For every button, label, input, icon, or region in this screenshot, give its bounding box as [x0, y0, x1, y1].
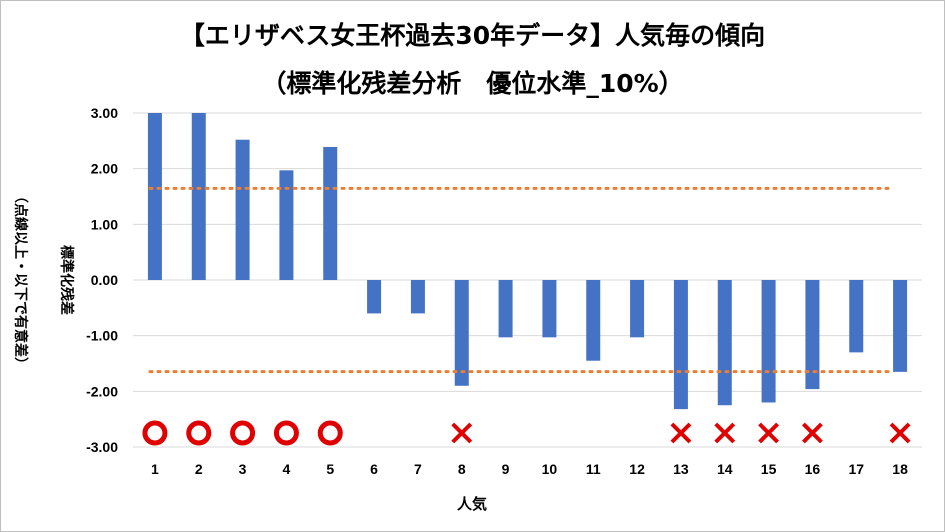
- bar: [279, 170, 294, 280]
- y-axis-note: （点線以上・以下で有意差）: [12, 189, 29, 371]
- x-tick-label: 14: [717, 461, 733, 477]
- circle-marker: [317, 420, 343, 446]
- x-tick-label: 3: [239, 461, 247, 477]
- x-tick-label: 7: [414, 461, 422, 477]
- chart-subtitle: （標準化残差分析 優位水準_10%）: [261, 69, 684, 98]
- circle-marker: [186, 420, 212, 446]
- y-tick-label: 2.00: [91, 161, 118, 177]
- bar: [630, 280, 645, 338]
- bar: [805, 280, 820, 390]
- cross-marker: [802, 422, 823, 444]
- x-tick-label: 16: [805, 461, 821, 477]
- x-tick-label: 10: [542, 461, 558, 477]
- y-tick-label: -2.00: [86, 383, 118, 399]
- circle-marker: [142, 420, 168, 446]
- x-tick-label: 12: [629, 461, 645, 477]
- bar: [498, 280, 513, 338]
- bar: [717, 280, 732, 406]
- bar: [367, 280, 382, 314]
- y-tick-label: 3.00: [91, 105, 118, 121]
- bar: [586, 280, 601, 361]
- x-tick-label: 17: [848, 461, 864, 477]
- y-tick-label: -1.00: [86, 328, 118, 344]
- y-tick-label: 1.00: [91, 216, 118, 232]
- cross-marker: [714, 422, 736, 444]
- y-tick-label: -3.00: [86, 439, 118, 455]
- x-tick-label: 5: [326, 461, 334, 477]
- circle-marker: [273, 420, 299, 446]
- bar: [849, 280, 864, 353]
- bar: [542, 280, 557, 338]
- x-axis-label: 人気: [457, 495, 487, 513]
- bar: [410, 280, 425, 314]
- x-tick-label: 4: [283, 461, 291, 477]
- bar: [323, 146, 338, 280]
- x-tick-label: 15: [761, 461, 777, 477]
- bar: [673, 280, 688, 410]
- cross-marker: [670, 422, 692, 444]
- x-tick-label: 8: [458, 461, 466, 477]
- x-tick-label: 13: [673, 461, 689, 477]
- bar: [761, 280, 776, 403]
- x-tick-label: 11: [586, 461, 601, 477]
- x-tick-label: 2: [195, 461, 203, 477]
- bar: [191, 113, 206, 280]
- cross-marker: [451, 422, 473, 444]
- bar: [235, 139, 250, 280]
- x-tick-label: 9: [502, 461, 510, 477]
- bar: [893, 280, 908, 372]
- cross-marker: [889, 422, 911, 444]
- x-tick-label: 1: [151, 461, 159, 477]
- chart-title: 【エリザベス女王杯過去30年データ】人気毎の傾向: [179, 21, 766, 50]
- bar: [454, 280, 469, 386]
- circle-marker: [230, 420, 256, 446]
- x-tick-label: 6: [370, 461, 378, 477]
- y-tick-label: 0.00: [91, 272, 118, 288]
- x-tick-label: 18: [892, 461, 908, 477]
- y-axis-label: 標準化残差: [58, 245, 75, 315]
- cross-marker: [758, 422, 779, 444]
- bar: [147, 113, 162, 280]
